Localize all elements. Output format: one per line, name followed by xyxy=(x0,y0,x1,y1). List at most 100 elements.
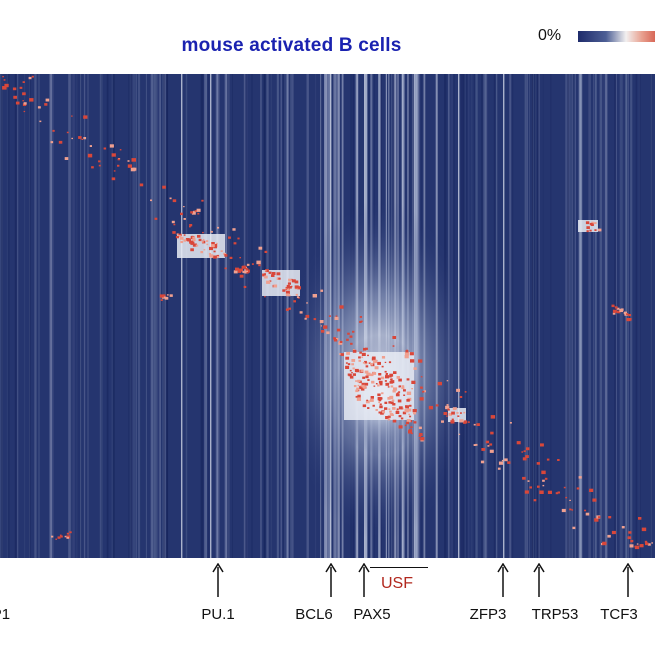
heatmap-cell xyxy=(408,430,413,434)
heatmap-cell xyxy=(384,361,387,363)
heatmap-cell xyxy=(173,223,176,226)
heatmap-cell xyxy=(612,312,616,315)
heatmap-cell xyxy=(540,443,544,447)
heatmap-cell xyxy=(299,311,303,314)
heatmap-cell xyxy=(237,237,240,240)
heatmap-cell xyxy=(359,351,362,354)
heatmap-cell xyxy=(210,230,213,233)
heatmap-cell xyxy=(387,386,390,388)
heatmap-cell xyxy=(457,415,460,417)
heatmap-stripe-dark xyxy=(130,74,133,558)
heatmap-cell xyxy=(541,470,546,475)
heatmap-cell xyxy=(522,457,527,461)
heatmap-stripe xyxy=(270,74,272,558)
heatmap-cell xyxy=(239,274,244,278)
heatmap-cell xyxy=(385,375,390,379)
heatmap-cell xyxy=(190,248,194,252)
heatmap-cell xyxy=(555,492,559,495)
heatmap-stripe xyxy=(276,74,279,558)
heatmap-cell xyxy=(542,479,545,482)
heatmap-cell xyxy=(403,394,406,396)
heatmap-cell xyxy=(31,75,34,78)
heatmap-cell xyxy=(223,252,226,256)
heatmap-cell xyxy=(644,540,648,543)
heatmap-stripe xyxy=(162,74,165,558)
heatmap-stripe xyxy=(130,74,133,558)
heatmap-stripe xyxy=(567,74,570,558)
heatmap-stripe xyxy=(538,74,540,558)
heatmap-stripe xyxy=(111,74,113,558)
heatmap-stripe xyxy=(137,74,141,558)
heatmap-cell xyxy=(565,496,568,499)
heatmap-cell xyxy=(463,420,468,424)
heatmap-cell xyxy=(180,212,183,216)
heatmap-stripe xyxy=(228,74,230,558)
heatmap-cell xyxy=(409,415,412,418)
heatmap-cell xyxy=(390,385,394,388)
heatmap-cell xyxy=(464,391,467,393)
heatmap-cell xyxy=(60,535,63,538)
heatmap-stripe xyxy=(528,74,530,558)
heatmap-cell xyxy=(380,411,384,415)
heatmap-cell xyxy=(375,383,378,385)
heatmap-cell xyxy=(522,476,526,480)
heatmap-stripe xyxy=(83,74,86,558)
heatmap-cell xyxy=(393,387,398,391)
heatmap-cell xyxy=(612,309,617,313)
heatmap-cell xyxy=(638,517,642,520)
heatmap-cell xyxy=(294,280,299,284)
heatmap-cell xyxy=(354,368,359,373)
arrow-icon xyxy=(497,563,509,597)
heatmap-stripe-dark xyxy=(531,74,534,558)
heatmap-cell xyxy=(282,289,286,292)
heatmap-cell xyxy=(352,367,355,370)
heatmap-cell xyxy=(278,277,281,280)
heatmap-cell xyxy=(408,405,411,407)
heatmap-stripe xyxy=(6,74,8,558)
heatmap-cell xyxy=(398,425,403,429)
heatmap-cell xyxy=(358,359,361,362)
heatmap-cell xyxy=(164,296,169,300)
heatmap-cell xyxy=(159,294,164,298)
heatmap-cell xyxy=(339,340,343,343)
heatmap-stripe xyxy=(87,74,89,558)
heatmap-cell xyxy=(446,404,449,406)
heatmap-cell xyxy=(350,342,353,345)
heatmap-stripe-dark xyxy=(1,74,3,558)
heatmap-cell xyxy=(198,238,202,242)
heatmap-cell xyxy=(569,499,571,501)
heatmap-stripe xyxy=(483,74,487,558)
heatmap-cell xyxy=(363,347,367,351)
heatmap-stripe xyxy=(0,74,3,558)
heatmap-cell xyxy=(347,332,350,335)
factor-label-trp53: TRP53 xyxy=(531,606,579,623)
heatmap-cell xyxy=(377,361,381,365)
heatmap-cell xyxy=(229,256,233,259)
heatmap-cell xyxy=(191,211,196,215)
heatmap-cell xyxy=(645,542,649,546)
heatmap-cell xyxy=(232,228,236,231)
heatmap-cell xyxy=(480,460,485,464)
heatmap-cell xyxy=(647,543,651,546)
heatmap-stripe-dark xyxy=(7,74,10,558)
factor-label-pu1: PU.1 xyxy=(201,606,235,623)
heatmap-cell xyxy=(390,378,393,380)
heatmap-stripe-dark xyxy=(651,74,653,558)
heatmap-stripe xyxy=(625,74,628,558)
heatmap-cell xyxy=(194,210,198,213)
heatmap-stripe xyxy=(266,74,269,558)
heatmap-stripe xyxy=(593,74,594,558)
heatmap-cell xyxy=(103,147,107,150)
heatmap-cell xyxy=(428,405,433,410)
heatmap-cell xyxy=(285,287,288,290)
heatmap-cell xyxy=(498,461,503,465)
heatmap-stripe-dark xyxy=(493,74,496,558)
heatmap-cell xyxy=(211,242,215,245)
heatmap-cell xyxy=(597,228,602,232)
heatmap-cell xyxy=(197,234,201,238)
heatmap-cell xyxy=(389,413,394,416)
heatmap-cell xyxy=(287,288,290,291)
heatmap-cell xyxy=(64,157,69,160)
heatmap-cell xyxy=(407,408,412,412)
heatmap-stripe xyxy=(638,74,641,558)
